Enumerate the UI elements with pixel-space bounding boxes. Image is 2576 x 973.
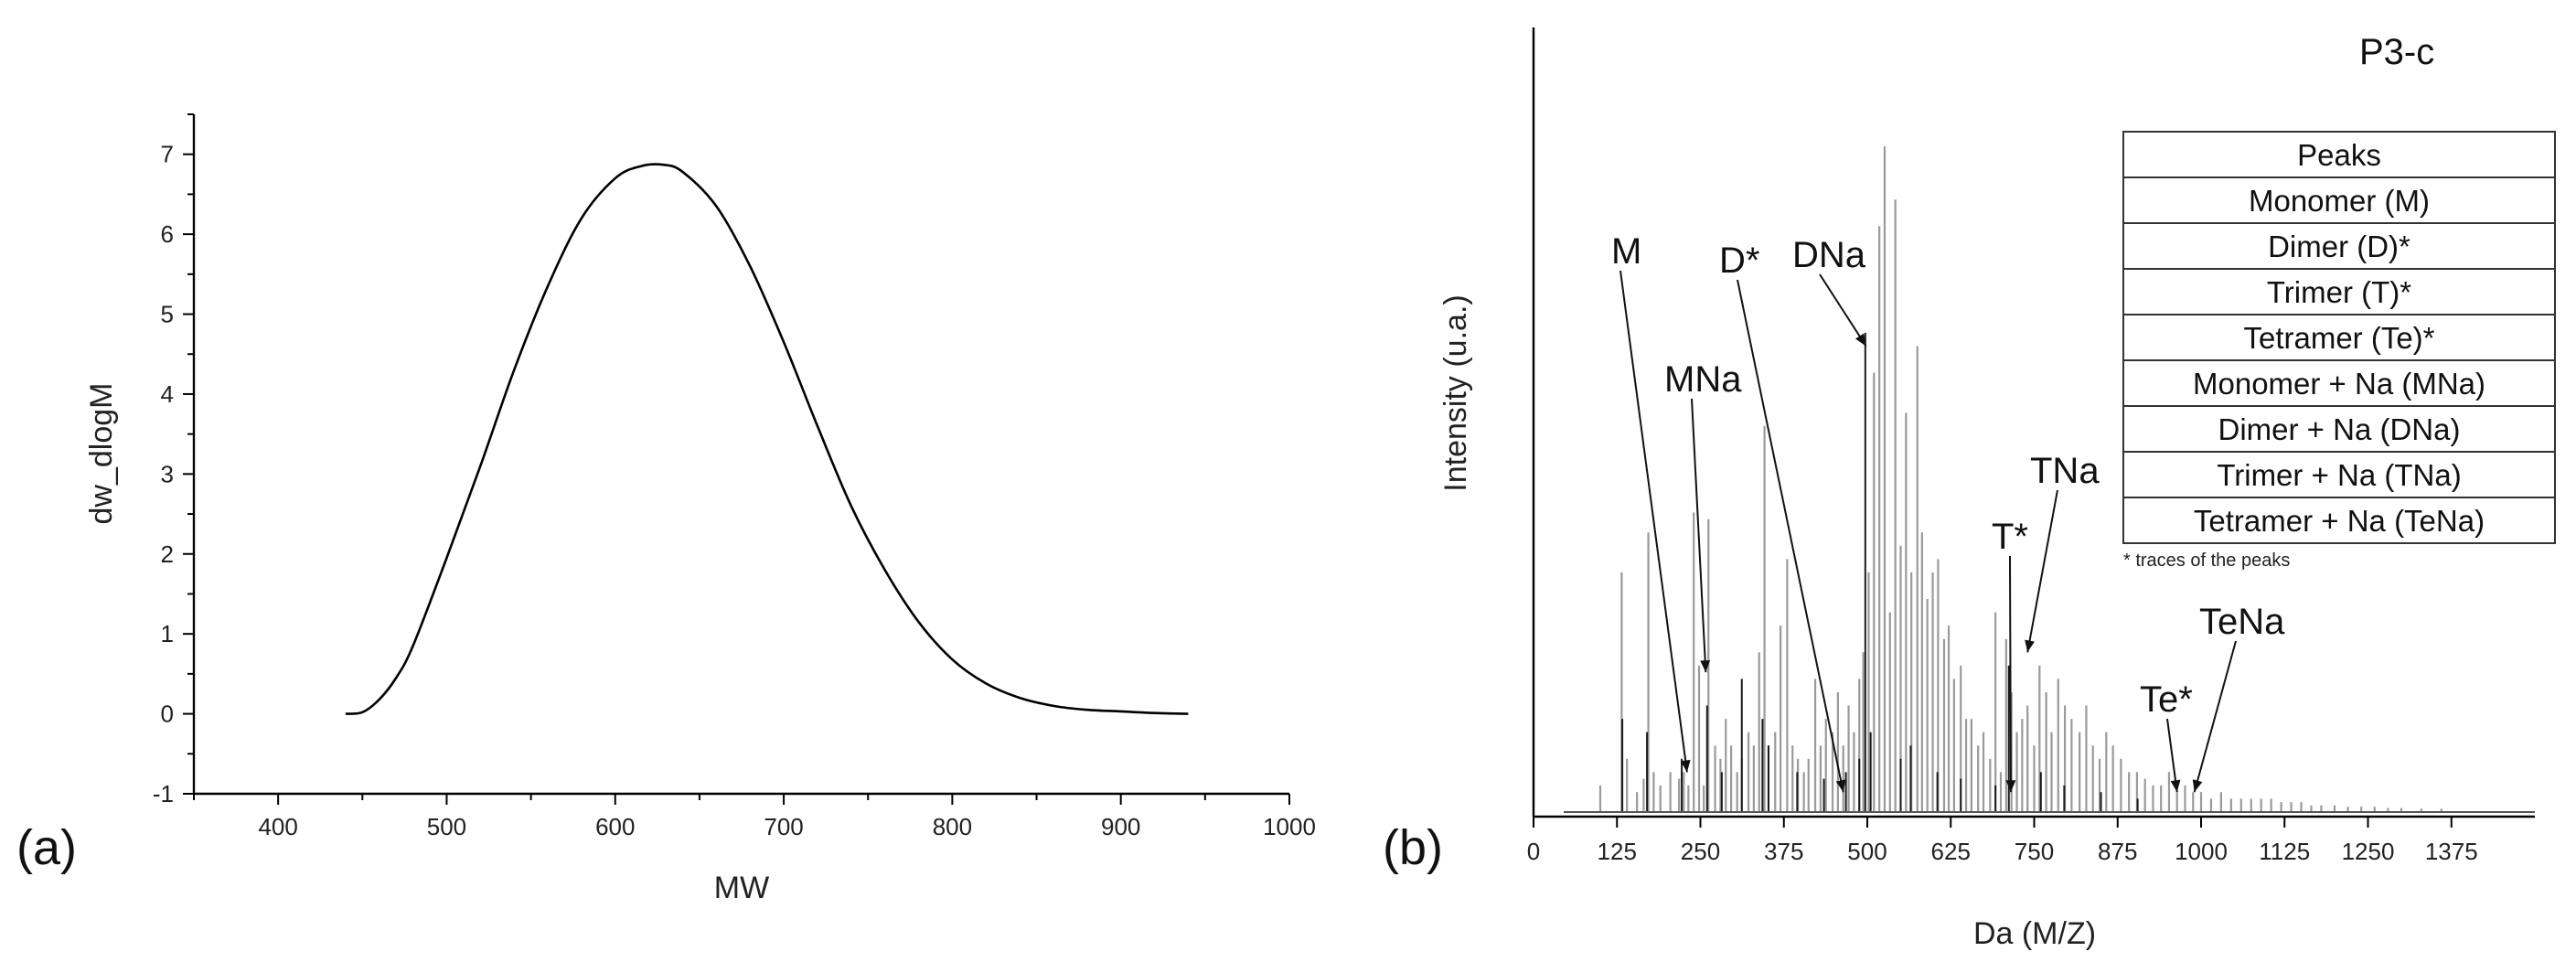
panel-b-spectrum-chart: (b) P3-c 0 125 250 375 500 625 750 875 1000 1125 1… bbox=[1383, 27, 2556, 951]
panel-a-y-tick-label: 4 bbox=[161, 380, 174, 408]
panel-b-x-tick-label: 875 bbox=[2098, 838, 2137, 865]
panel-b-x-tick-label: 375 bbox=[1764, 838, 1803, 865]
peak-annotation-label: TeNa bbox=[2199, 602, 2285, 642]
panel-a-line-chart: (a) 400 500 600 700 800 900 1000 -1 0 1 2 3 4 5 6 7 MW… bbox=[16, 113, 1316, 905]
panel-b-x-tick-label: 250 bbox=[1681, 838, 1720, 865]
peak-annotation-arrow bbox=[2193, 640, 2237, 793]
legend-note: * traces of the peaks bbox=[2123, 551, 2290, 571]
panel-b-x-tick-label: 1000 bbox=[2175, 838, 2228, 865]
panel-b-x-axis-title: Da (M/Z) bbox=[1973, 916, 2096, 951]
legend-row bbox=[2122, 497, 2556, 544]
panel-b-peaks-dark bbox=[1621, 332, 2139, 812]
peak-annotation-arrow bbox=[1691, 398, 1707, 673]
panel-a-y-tick-label: 7 bbox=[161, 141, 174, 168]
panel-b-peak-annotations: M MNa D* DNa T*TNa Te*TeNa bbox=[1611, 231, 2285, 793]
peak-annotation-label: MNa bbox=[1664, 359, 1742, 400]
panel-b-x-tick-label: 1250 bbox=[2342, 838, 2395, 865]
peak-annotation-arrow bbox=[1619, 270, 1688, 773]
legend-item-dimer-na: Dimer + Na (DNa) bbox=[2218, 412, 2461, 446]
panel-a-x-tick-label: 800 bbox=[933, 813, 972, 840]
panel-a-x-axis-title: MW bbox=[714, 871, 769, 905]
panel-a-x-tick-label: 600 bbox=[595, 813, 635, 840]
peak-annotation-arrowhead bbox=[2192, 779, 2203, 793]
peak-annotation-label: T* bbox=[1992, 517, 2028, 557]
legend-item-tetramer-na: Tetramer + Na (TeNa) bbox=[2194, 504, 2485, 538]
legend-row bbox=[2122, 268, 2556, 315]
panel-a-x-ticks: 400 500 600 700 800 900 1000 bbox=[193, 794, 1316, 840]
peak-annotation-label: D* bbox=[1719, 241, 1759, 281]
panel-a-x-tick-label: 700 bbox=[764, 813, 803, 840]
panel-a-x-tick-label: 500 bbox=[427, 813, 466, 840]
legend-row bbox=[2122, 222, 2556, 270]
panel-b-title: P3-c bbox=[2359, 32, 2434, 72]
panel-b-x-tick-label: 1125 bbox=[2259, 838, 2310, 865]
panel-a-x-tick-label: 1000 bbox=[1263, 813, 1316, 840]
peak-annotation-arrowhead bbox=[1835, 779, 1846, 793]
legend-item-tetramer: Tetramer (Te)* bbox=[2243, 321, 2434, 355]
panel-b-x-tick-label: 0 bbox=[1527, 838, 1540, 865]
peak-annotation-arrow bbox=[2166, 718, 2178, 793]
peak-annotation-arrow bbox=[2026, 489, 2058, 653]
panel-b-y-axis-title: Intensity (u.a.) bbox=[1438, 294, 1473, 491]
panel-b-label: (b) bbox=[1383, 820, 1443, 875]
peak-annotation-arrowhead bbox=[1855, 333, 1866, 347]
panel-a-series-line bbox=[345, 163, 1189, 715]
legend-header: Peaks bbox=[2297, 138, 2381, 172]
panel-a-axes bbox=[192, 114, 1289, 796]
peak-annotation-label: TNa bbox=[2030, 451, 2100, 491]
peak-annotation-label: DNa bbox=[1792, 235, 1866, 275]
legend-item-monomer: Monomer (M) bbox=[2249, 184, 2430, 218]
panel-a-y-tick-label: -1 bbox=[153, 780, 174, 807]
panel-b-x-tick-label: 750 bbox=[2015, 838, 2054, 865]
panel-a-y-tick-label: 6 bbox=[161, 220, 174, 248]
panel-b-x-tick-label: 125 bbox=[1598, 838, 1637, 865]
peak-annotation-arrowhead bbox=[2025, 639, 2035, 653]
panel-b-x-ticks: 0 125 250 375 500 625 750 875 1000 1125 1250 1375 bbox=[1527, 817, 2478, 865]
legend-row bbox=[2122, 359, 2556, 407]
panel-a-y-ticks: -1 0 1 2 3 4 5 6 7 bbox=[153, 113, 194, 807]
legend-item-trimer: Trimer (T)* bbox=[2267, 275, 2411, 309]
peak-annotation-label: Te* bbox=[2140, 679, 2193, 720]
panel-b-x-tick-label: 500 bbox=[1847, 838, 1887, 865]
peak-annotation-arrowhead bbox=[2170, 779, 2181, 793]
legend-item-monomer-na: Monomer + Na (MNa) bbox=[2193, 367, 2485, 401]
panel-a-y-tick-label: 5 bbox=[161, 301, 174, 328]
peak-annotation-label: M bbox=[1611, 231, 1641, 272]
peak-annotation-arrow bbox=[1737, 279, 1844, 793]
legend-row bbox=[2122, 314, 2556, 361]
peak-annotation-arrowhead bbox=[1700, 659, 1711, 673]
panel-a-y-tick-label: 3 bbox=[161, 460, 174, 487]
peak-annotation-arrowhead bbox=[1680, 759, 1691, 773]
panel-a-y-tick-label: 2 bbox=[161, 540, 174, 568]
legend-row bbox=[2122, 176, 2556, 224]
panel-a-y-tick-label: 1 bbox=[161, 620, 174, 647]
peak-annotation-arrow bbox=[2009, 555, 2012, 793]
panel-b-legend-table: Peaks Monomer (M) Dimer (D)* Trimer (T)*… bbox=[2122, 131, 2556, 571]
legend-item-dimer: Dimer (D)* bbox=[2268, 230, 2410, 263]
panel-b-x-tick-label: 625 bbox=[1931, 838, 1971, 865]
legend-row bbox=[2122, 451, 2556, 498]
peak-annotation-arrow bbox=[1819, 273, 1867, 347]
panel-a-x-tick-label: 400 bbox=[258, 813, 297, 840]
legend-header-cell bbox=[2122, 131, 2556, 178]
panel-a-y-tick-label: 0 bbox=[161, 700, 174, 728]
legend-item-trimer-na: Trimer + Na (TNa) bbox=[2217, 458, 2461, 492]
panel-b-x-tick-label: 1375 bbox=[2425, 838, 2478, 865]
legend-row bbox=[2122, 405, 2556, 453]
panel-a-x-tick-label: 900 bbox=[1101, 813, 1140, 840]
peak-annotation-arrowhead bbox=[2005, 780, 2016, 793]
panel-a-y-axis-title: dw_dlogM bbox=[84, 383, 119, 525]
panel-a-label: (a) bbox=[16, 820, 77, 875]
